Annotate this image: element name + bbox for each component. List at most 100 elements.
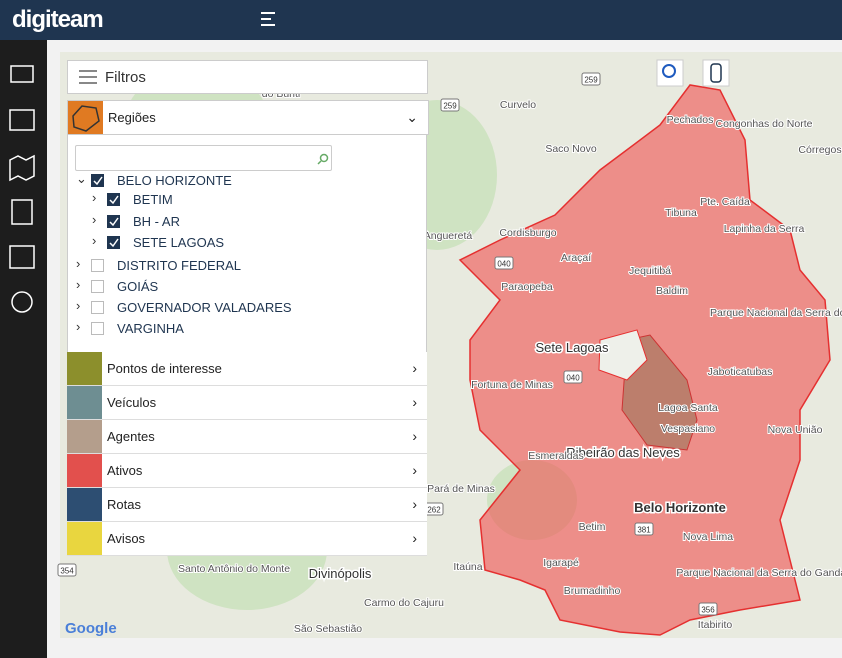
checkbox[interactable] [91, 174, 104, 187]
section-label: Pontos de interesse [107, 361, 222, 376]
expander[interactable]: › [76, 277, 81, 292]
road-number: 381 [637, 526, 651, 535]
traffic-glyph [710, 63, 722, 83]
map-label: Araçaí [561, 252, 591, 264]
road-number: 262 [427, 506, 441, 515]
map-label: Esmeraldas [528, 450, 583, 462]
map-label: Betim [579, 521, 606, 533]
icon-settings[interactable] [11, 291, 33, 313]
search-icon [317, 153, 329, 165]
checkbox[interactable] [107, 236, 120, 249]
map-label: Belo Horizonte [634, 500, 726, 515]
expander[interactable]: › [92, 212, 97, 227]
filter-title: Filtros [105, 69, 146, 86]
section-icon [67, 522, 102, 555]
map-label: Córregos [798, 144, 841, 156]
map-label: Divinópolis [309, 566, 372, 581]
road-number: 354 [60, 567, 74, 576]
map-label: Jequitibá [629, 265, 671, 277]
filter-panel: Filtros Regiões ⌄ ⌄ BELO HORIZONTE › BETIM › B… [67, 60, 429, 556]
map-label: Parque Nacional da Serra do Cipó [710, 307, 842, 319]
road-shield [581, 72, 601, 86]
map-label: Angueretá [424, 230, 473, 242]
section-label: Veículos [107, 395, 157, 410]
map-label: Brumadinho [564, 585, 621, 597]
section-row[interactable]: Veículos › [67, 386, 427, 420]
menu-toggle[interactable] [0, 0, 842, 40]
checkbox[interactable] [107, 215, 120, 228]
chevron: › [412, 462, 417, 478]
expander[interactable]: › [76, 256, 81, 271]
checkbox[interactable] [91, 301, 104, 314]
map-label: Paraopeba [501, 281, 553, 293]
chevron: › [412, 496, 417, 512]
section-icon [67, 420, 102, 453]
section-row[interactable]: Rotas › [67, 488, 427, 522]
region-label[interactable]: BELO HORIZONTE [117, 173, 232, 188]
map-label: Cordisburgo [499, 227, 556, 239]
map-label: Santo Antônio do Monte [178, 563, 290, 575]
region-label[interactable]: BETIM [133, 192, 173, 207]
road-number: 040 [497, 260, 511, 269]
section-label: Agentes [107, 429, 155, 444]
header: digiteam [0, 0, 842, 40]
region-label[interactable]: GOIÁS [117, 279, 159, 294]
region-label[interactable]: VARGINHA [117, 321, 184, 336]
checkbox[interactable] [91, 280, 104, 293]
icon-dashboard[interactable] [10, 65, 34, 83]
icon-map-grid[interactable] [9, 109, 35, 131]
map-label: Jaboticatubas [708, 366, 773, 378]
map-label: Lagoa Santa [658, 402, 718, 414]
search-box[interactable] [75, 145, 332, 171]
checkbox[interactable] [107, 193, 120, 206]
section-icon [67, 386, 102, 419]
chevron: › [412, 360, 417, 376]
section-row[interactable]: Ativos › [67, 454, 427, 488]
map-label: Congonhas do Norte [716, 118, 813, 130]
region-hole [598, 329, 648, 381]
icon-map[interactable] [9, 154, 35, 182]
map-label: Sete Lagoas [535, 340, 609, 355]
section-row[interactable]: Pontos de interesse › [67, 352, 427, 386]
checkbox[interactable] [91, 322, 104, 335]
regions-title: Regiões [108, 110, 156, 125]
expander[interactable]: ⌄ [76, 171, 87, 186]
expander[interactable]: › [76, 319, 81, 334]
section-row[interactable]: Agentes › [67, 420, 427, 454]
map-label: Nova Lima [683, 531, 733, 543]
section-icon [67, 352, 102, 385]
section-icon [67, 488, 102, 521]
region-label[interactable]: BH - AR [133, 214, 180, 229]
map-label: São Sebastião [294, 623, 362, 635]
map-label: Pará de Minas [427, 483, 495, 495]
icon-report[interactable] [11, 199, 33, 225]
map-label: Igarapé [543, 557, 579, 569]
regions-header[interactable]: Regiões ⌄ [67, 100, 429, 135]
chevron: › [412, 530, 417, 546]
road-shield [634, 522, 654, 536]
search-button[interactable] [656, 59, 684, 87]
road-number: 259 [443, 102, 457, 111]
region-label[interactable]: SETE LAGOAS [133, 235, 225, 250]
filter-header[interactable]: Filtros [67, 60, 428, 94]
road-shield [57, 563, 77, 577]
expander[interactable]: › [92, 190, 97, 205]
map-label: Fortuna de Minas [471, 379, 553, 391]
regions-tree: ⌄ BELO HORIZONTE › BETIM › BH - AR › SETE LAGOA… [67, 135, 427, 353]
map-label: Saco Novo [545, 143, 597, 155]
map-label: Carmo do Cajuru [364, 597, 444, 609]
logo: digiteam [12, 6, 104, 33]
road-shield [440, 98, 460, 112]
region-label[interactable]: GOVERNADOR VALADARES [117, 300, 292, 315]
map-label: Lapinha da Serra [724, 223, 805, 235]
checkbox[interactable] [91, 259, 104, 272]
section-label: Ativos [107, 463, 143, 478]
hamburger [79, 70, 97, 84]
map-label: Itaúna [453, 561, 482, 573]
sidebar [0, 40, 47, 658]
expander[interactable]: › [76, 298, 81, 313]
region-label[interactable]: DISTRITO FEDERAL [117, 258, 242, 273]
expander[interactable]: › [92, 233, 97, 248]
section-row[interactable]: Avisos › [67, 522, 427, 556]
icon-calendar[interactable] [9, 245, 35, 269]
